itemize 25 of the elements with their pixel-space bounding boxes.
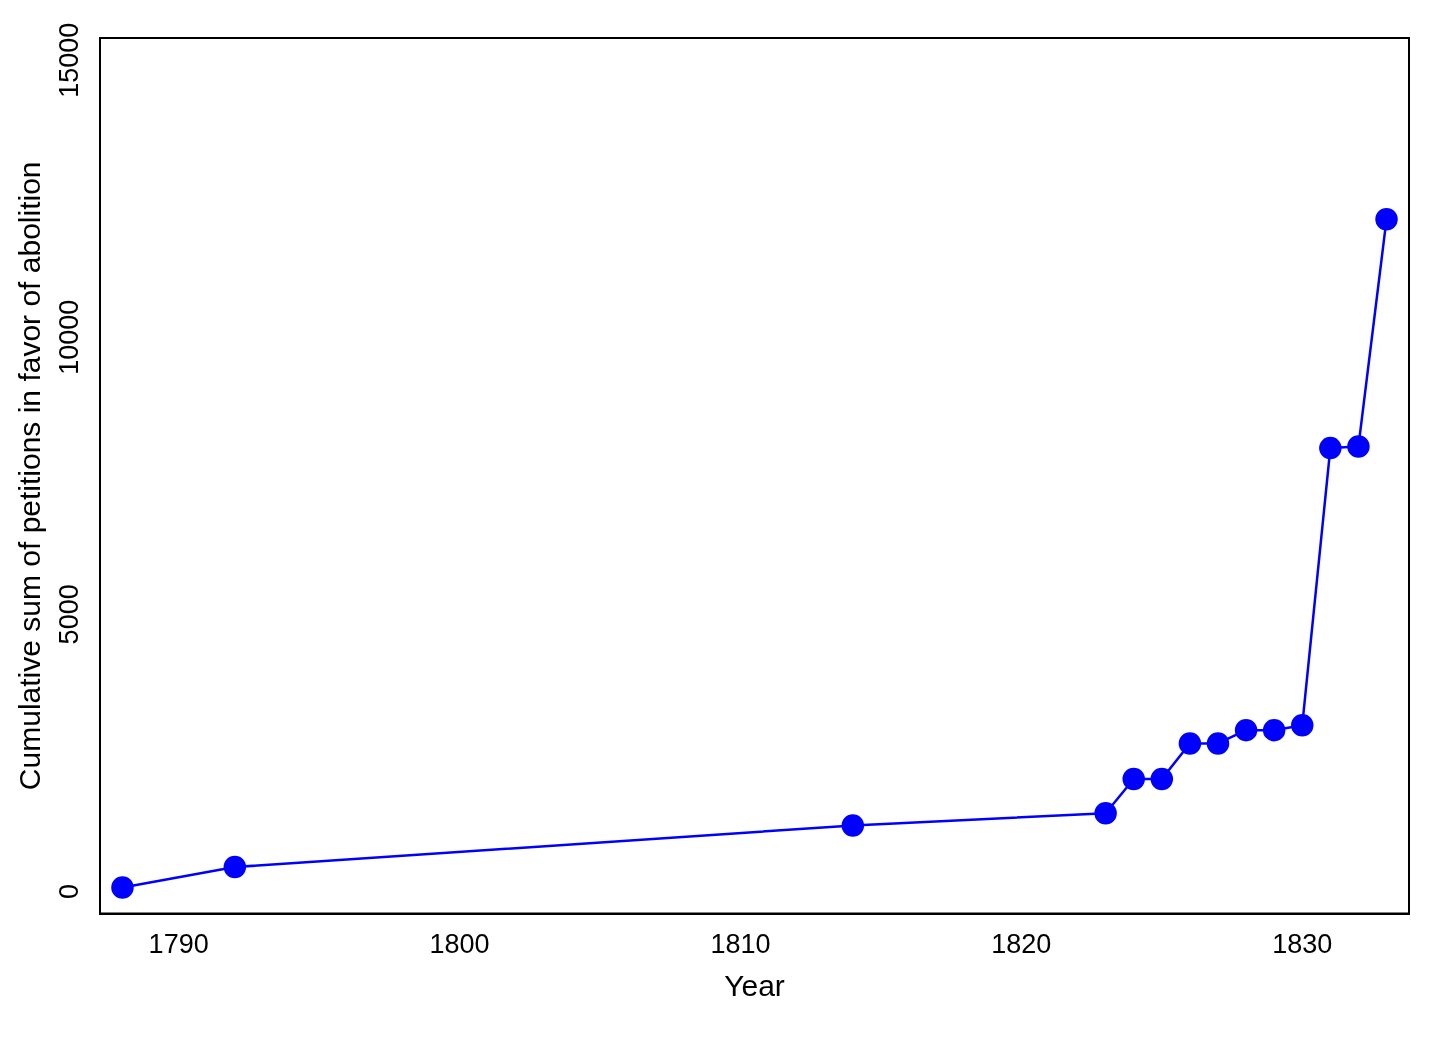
point xyxy=(1262,718,1286,742)
point xyxy=(1206,732,1230,755)
y-tick-label: 5000 xyxy=(53,584,84,645)
y-tick-label: 10000 xyxy=(53,299,84,375)
point xyxy=(841,814,865,837)
point xyxy=(1291,713,1314,737)
point xyxy=(1178,732,1202,755)
x-tick-label: 1820 xyxy=(991,929,1052,960)
point xyxy=(223,855,247,879)
point xyxy=(1094,802,1117,825)
y-tick-label: 15000 xyxy=(53,22,84,98)
point xyxy=(1150,767,1174,791)
point xyxy=(1234,718,1258,742)
point xyxy=(111,876,134,899)
x-tick-label: 1800 xyxy=(429,929,490,960)
point xyxy=(1347,435,1370,458)
point xyxy=(1375,207,1398,231)
y-tick-label: 0 xyxy=(53,883,84,899)
point xyxy=(1319,436,1342,460)
x-axis-title: Year xyxy=(724,969,785,1003)
x-tick-label: 1810 xyxy=(710,929,771,960)
x-tick-label: 1830 xyxy=(1272,929,1333,960)
x-tick-label: 1790 xyxy=(148,929,209,960)
y-axis-title: Cumulative sum of petitions in favor of abolition xyxy=(13,161,47,791)
point xyxy=(1122,767,1145,791)
